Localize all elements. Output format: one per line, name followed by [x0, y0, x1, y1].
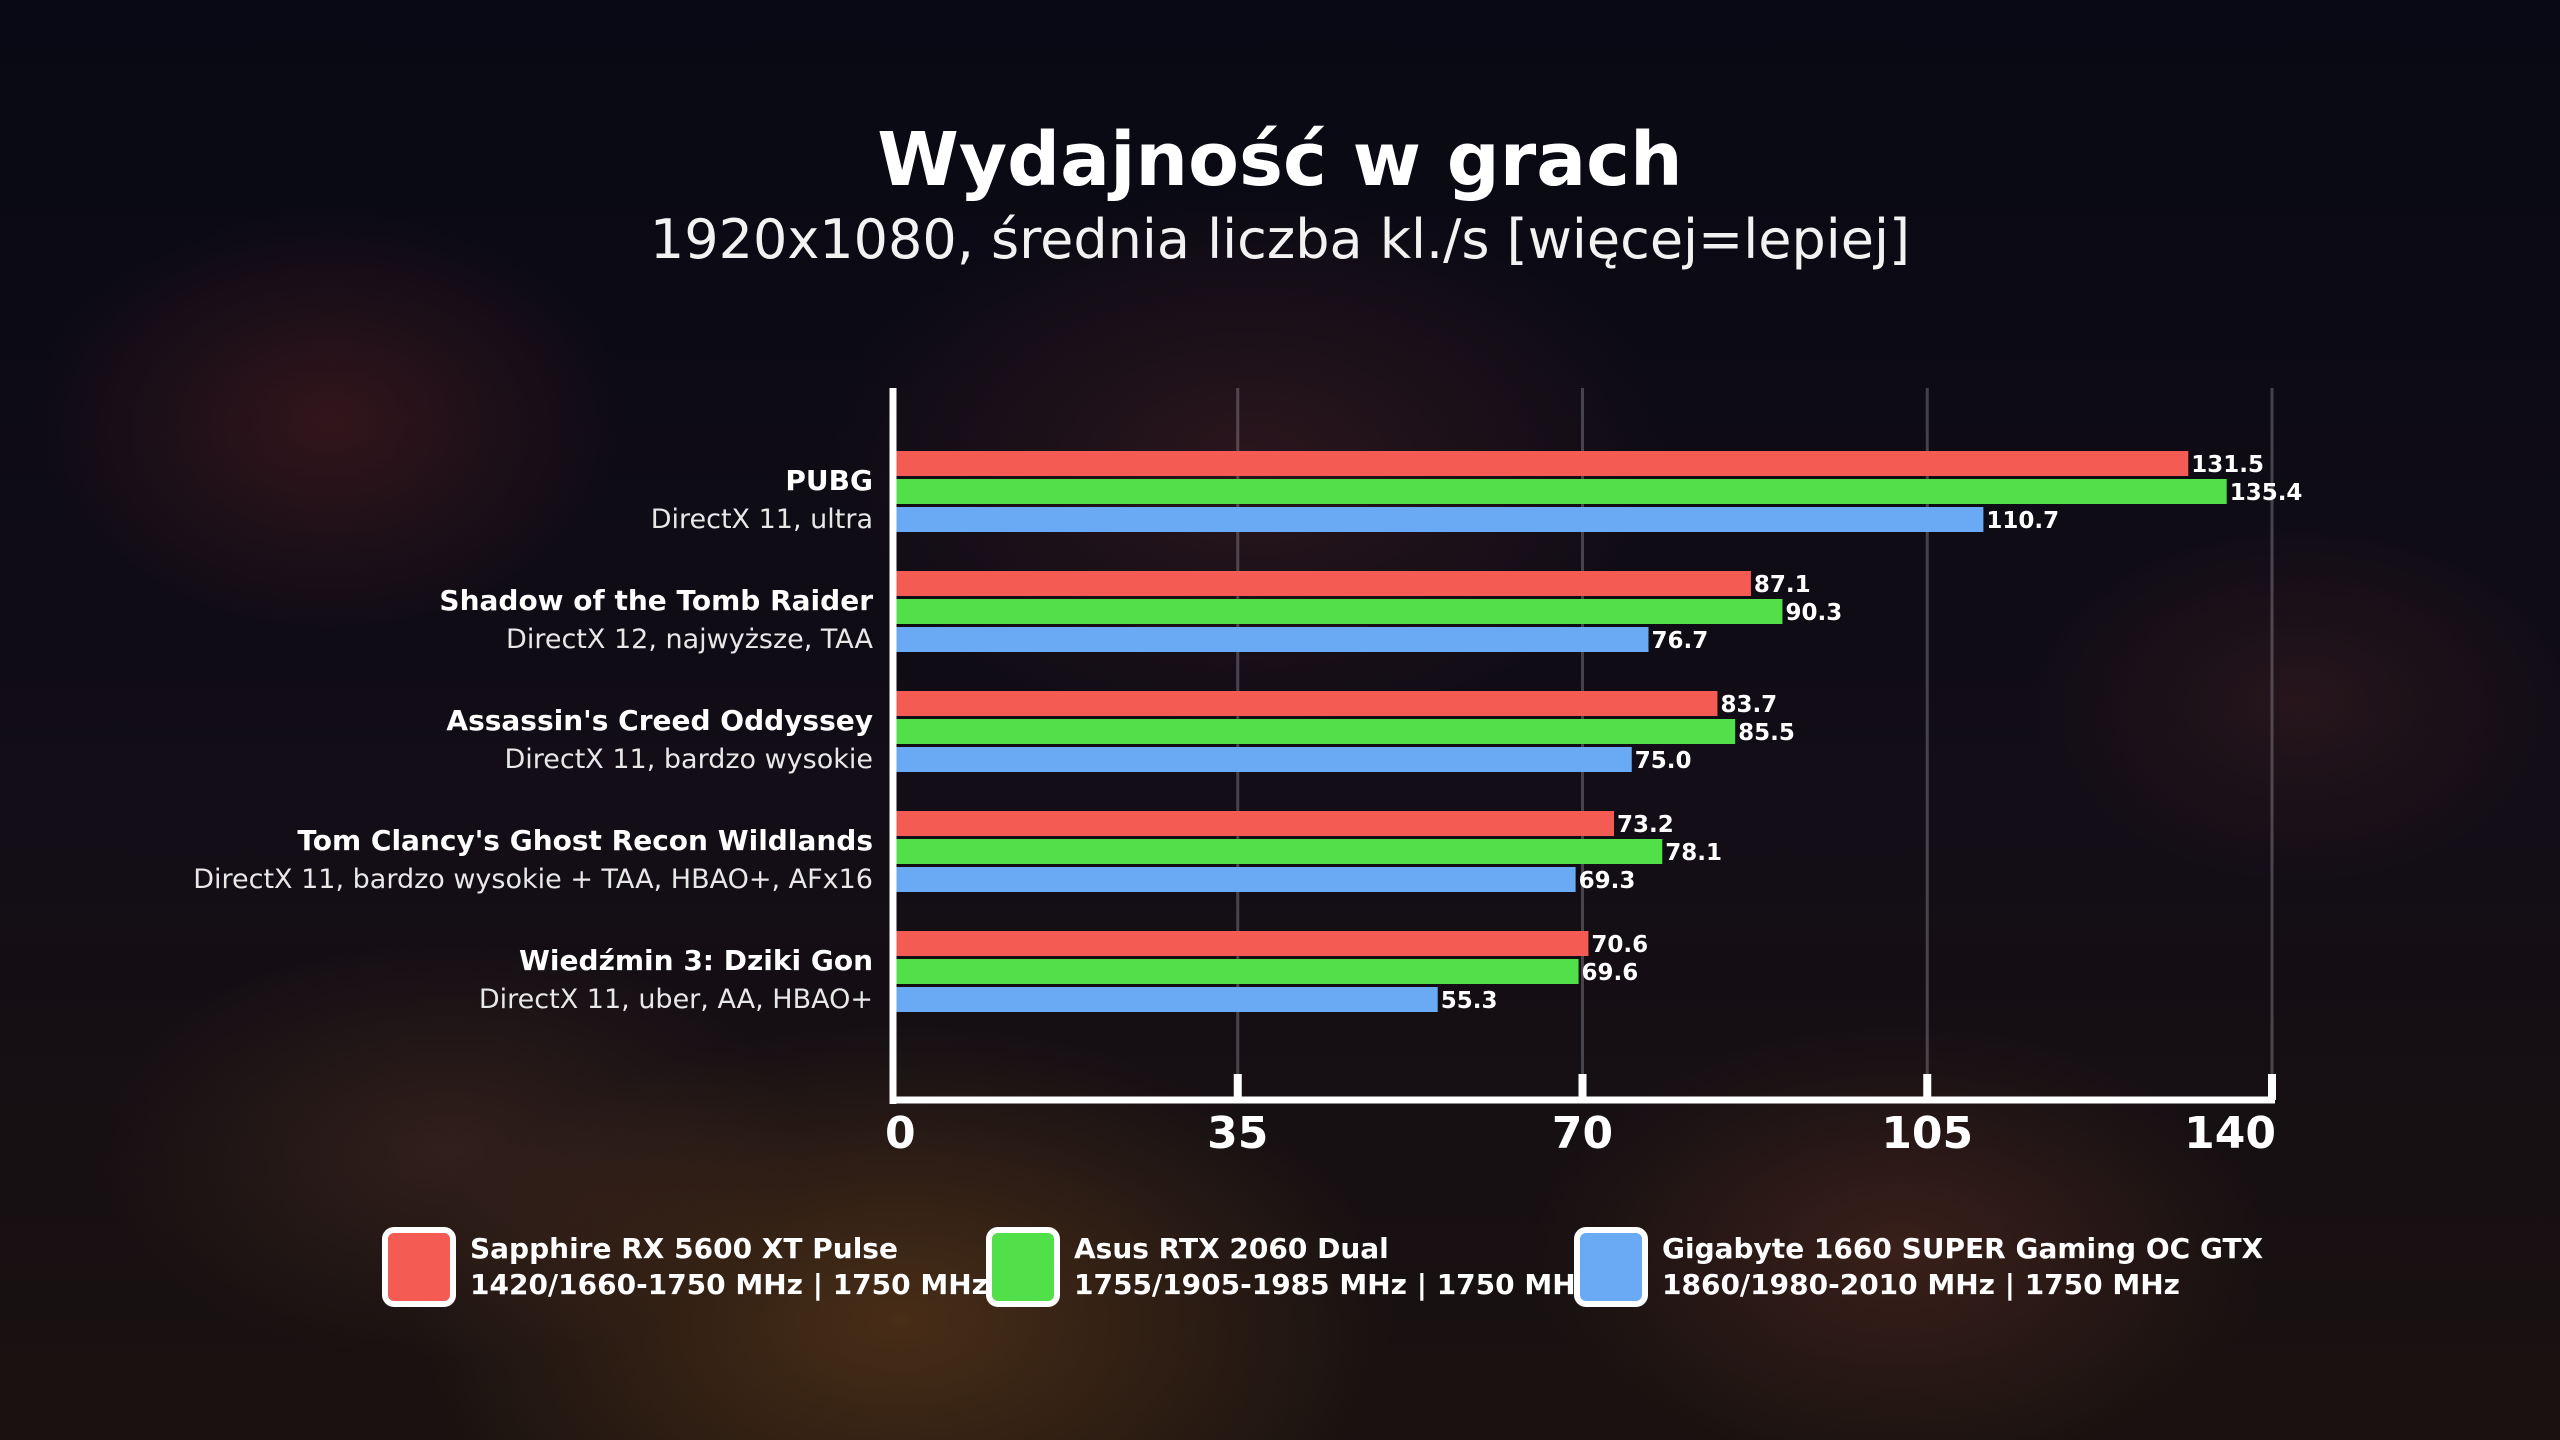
bar-value-label: 83.7 [1720, 692, 1777, 718]
bar [896, 867, 1576, 892]
bar [896, 987, 1438, 1012]
bar-value-label: 75.0 [1635, 748, 1692, 774]
x-tick-label: 35 [1207, 1108, 1268, 1159]
chart-title: Wydajność w grach [877, 117, 1683, 203]
category-detail-label: DirectX 11, bardzo wysokie [504, 744, 873, 775]
legend-text-gigabyte: Gigabyte 1660 SUPER Gaming OC GTX 1860/1… [1662, 1231, 2263, 1303]
bar-value-label: 69.6 [1582, 960, 1639, 986]
bar-value-label: 110.7 [1986, 508, 2059, 534]
bar [896, 451, 2189, 476]
bar-value-label: 87.1 [1754, 572, 1811, 598]
category-label: PUBG [785, 464, 873, 497]
bar-value-label: 131.5 [2191, 452, 2264, 478]
bar [896, 627, 1649, 652]
category-label: Wiedźmin 3: Dziki Gon [519, 944, 873, 977]
legend-swatch-asus [986, 1227, 1060, 1307]
category-detail-label: DirectX 11, bardzo wysokie + TAA, HBAO+,… [193, 864, 873, 895]
category-label: Tom Clancy's Ghost Recon Wildlands [297, 824, 873, 857]
legend-text-asus: Asus RTX 2060 Dual 1755/1905-1985 MHz | … [1074, 1231, 1592, 1303]
x-tick-label: 140 [2184, 1108, 2276, 1159]
bar [896, 571, 1751, 596]
axis-layer [889, 388, 2276, 1104]
bar [896, 691, 1718, 716]
legend-detail-gigabyte: 1860/1980-2010 MHz | 1750 MHz [1662, 1268, 2180, 1301]
bar-value-label: 73.2 [1617, 812, 1674, 838]
x-tick-label: 0 [885, 1108, 916, 1159]
bar [896, 599, 1783, 624]
legend-swatch-gigabyte [1574, 1227, 1648, 1307]
bar [896, 719, 1736, 744]
bar-layer [896, 451, 2227, 1012]
legend-text-sapphire: Sapphire RX 5600 XT Pulse 1420/1660-1750… [470, 1231, 988, 1303]
bar [896, 507, 1984, 532]
legend-detail-asus: 1755/1905-1985 MHz | 1750 MHz [1074, 1268, 1592, 1301]
bar [896, 479, 2227, 504]
legend: Sapphire RX 5600 XT Pulse 1420/1660-1750… [0, 1222, 2560, 1312]
bar-value-label: 78.1 [1665, 840, 1722, 866]
bar-value-label: 135.4 [2230, 480, 2303, 506]
category-label: Shadow of the Tomb Raider [439, 584, 873, 617]
category-detail-label: DirectX 11, ultra [651, 504, 873, 535]
legend-swatch-sapphire [382, 1227, 456, 1307]
bar-value-label: 76.7 [1651, 628, 1708, 654]
chart-subtitle: 1920x1080, średnia liczba kl./s [więcej=… [649, 208, 1911, 271]
bar [896, 931, 1589, 956]
legend-item-gigabyte: Gigabyte 1660 SUPER Gaming OC GTX 1860/1… [1574, 1222, 2263, 1312]
bar-value-label: 55.3 [1441, 988, 1498, 1014]
legend-item-asus: Asus RTX 2060 Dual 1755/1905-1985 MHz | … [986, 1222, 1592, 1312]
legend-detail-sapphire: 1420/1660-1750 MHz | 1750 MHz [470, 1268, 988, 1301]
category-label: Assassin's Creed Oddyssey [446, 704, 873, 737]
bar [896, 959, 1579, 984]
legend-item-sapphire: Sapphire RX 5600 XT Pulse 1420/1660-1750… [382, 1222, 988, 1312]
bar-value-label: 85.5 [1738, 720, 1795, 746]
bar [896, 839, 1663, 864]
x-tick-label: 105 [1881, 1108, 1973, 1159]
bar-value-label: 90.3 [1785, 600, 1842, 626]
legend-label-asus: Asus RTX 2060 Dual [1074, 1232, 1389, 1265]
x-tick-label: 70 [1552, 1108, 1613, 1159]
bar [896, 747, 1632, 772]
legend-label-sapphire: Sapphire RX 5600 XT Pulse [470, 1232, 898, 1265]
legend-label-gigabyte: Gigabyte 1660 SUPER Gaming OC GTX [1662, 1232, 2264, 1265]
bar-value-label: 70.6 [1591, 932, 1648, 958]
category-detail-label: DirectX 11, uber, AA, HBAO+ [479, 984, 873, 1015]
bar [896, 811, 1615, 836]
category-detail-label: DirectX 12, najwyższe, TAA [506, 624, 873, 655]
bar-value-label: 69.3 [1579, 868, 1636, 894]
